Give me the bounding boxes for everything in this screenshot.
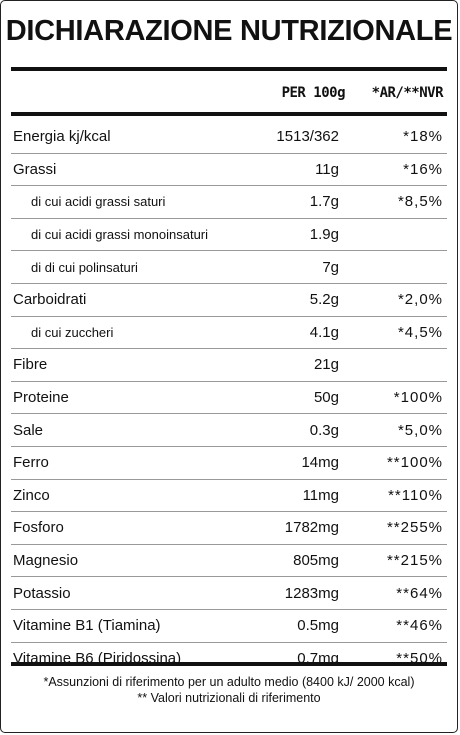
header-per-100g: PER 100g: [281, 85, 346, 101]
table-row: Vitamine B6 (Piridossina) 0.7mg **50%: [11, 643, 447, 675]
table-row: Zinco 11mg **110%: [11, 480, 447, 513]
nutrient-name: di cui zuccheri: [31, 324, 114, 340]
table-row: di cui zuccheri 4.1g *4,5%: [11, 317, 447, 350]
nutrient-reference-percent: **255%: [386, 519, 443, 537]
nutrient-reference-percent: *18%: [403, 128, 443, 146]
nutrient-reference-percent: *5,0%: [397, 421, 443, 439]
top-divider: [11, 67, 447, 71]
nutrient-value: 11mg: [302, 486, 339, 504]
table-row: di cui acidi grassi saturi 1.7g *8,5%: [11, 186, 447, 219]
nutrient-value: 7g: [322, 258, 339, 276]
nutrient-name: Vitamine B1 (Tiamina): [13, 617, 161, 635]
nutrient-value: 4.1g: [309, 323, 339, 341]
table-row: Magnesio 805mg **215%: [11, 545, 447, 578]
nutrient-value: 5.2g: [309, 291, 339, 309]
nutrient-value: 50g: [313, 389, 339, 407]
nutrient-reference-percent: *100%: [393, 389, 443, 407]
table-row: di di cui polinsaturi 7g: [11, 251, 447, 284]
nutrient-name: Fibre: [13, 356, 48, 374]
nutrient-value: 805mg: [293, 552, 339, 570]
table-row: Grassi 11g *16%: [11, 154, 447, 187]
nutrient-value: 1513/362: [276, 128, 339, 146]
nutrient-name: Ferro: [13, 454, 49, 472]
label-title: DICHIARAZIONE NUTRIZIONALE: [5, 15, 453, 47]
table-row: Carboidrati 5.2g *2,0%: [11, 284, 447, 317]
nutrient-reference-percent: *4,5%: [397, 323, 443, 341]
nutrient-value: 0.5mg: [297, 617, 339, 635]
footnote-ar: *Assunzioni di riferimento per un adulto…: [43, 675, 415, 689]
table-row: Ferro 14mg **100%: [11, 447, 447, 480]
nutrient-value: 11g: [315, 160, 339, 178]
nutrient-reference-percent: *8,5%: [397, 193, 443, 211]
nutrient-reference-percent: **215%: [386, 552, 443, 570]
table-row: Vitamine B1 (Tiamina) 0.5mg **46%: [11, 610, 447, 643]
table-row: Energia kj/kcal 1513/362 *18%: [11, 121, 447, 154]
nutrient-name: Sale: [13, 421, 44, 439]
table-row: Fibre 21g: [11, 349, 447, 382]
nutrient-value: 1782mg: [284, 519, 339, 537]
nutrient-value: 0.3g: [309, 421, 339, 439]
footnotes: *Assunzioni di riferimento per un adulto…: [1, 674, 457, 706]
table-row: Fosforo 1782mg **255%: [11, 512, 447, 545]
nutrient-name: Grassi: [13, 160, 57, 178]
bottom-divider: [11, 662, 447, 666]
nutrient-value: 21g: [313, 356, 339, 374]
nutrient-value: 1283mg: [284, 584, 339, 602]
table-row: di cui acidi grassi monoinsaturi 1.9g: [11, 219, 447, 252]
nutrient-name: Carboidrati: [13, 291, 87, 309]
nutrient-reference-percent: *16%: [403, 160, 443, 178]
nutrient-name: di di cui polinsaturi: [31, 259, 138, 275]
nutrient-table: Energia kj/kcal 1513/362 *18% Grassi 11g *16%…: [11, 121, 447, 674]
nutrient-value: 1.9g: [309, 226, 339, 244]
header-divider: [11, 112, 447, 116]
nutrient-name: di cui acidi grassi monoinsaturi: [31, 227, 209, 243]
nutrient-name: di cui acidi grassi saturi: [31, 194, 166, 210]
footnote-nvr: ** Valori nutrizionali di riferimento: [137, 691, 321, 705]
nutrient-name: Zinco: [13, 486, 50, 504]
nutrient-reference-percent: **64%: [396, 584, 443, 602]
table-row: Proteine 50g *100%: [11, 382, 447, 415]
nutrient-reference-percent: **110%: [388, 486, 443, 504]
nutrient-reference-percent: *2,0%: [397, 291, 443, 309]
nutrient-reference-percent: **46%: [396, 617, 443, 635]
nutrient-name: Potassio: [13, 584, 71, 602]
header-ar-nvr: *AR/**NVR: [371, 85, 444, 101]
nutrient-name: Energia kj/kcal: [13, 128, 111, 146]
nutrient-name: Proteine: [13, 389, 69, 407]
table-row: Sale 0.3g *5,0%: [11, 414, 447, 447]
nutrient-value: 14mg: [301, 454, 339, 472]
nutrient-reference-percent: **100%: [386, 454, 443, 472]
nutrient-name: Magnesio: [13, 552, 79, 570]
nutrient-value: 1.7g: [309, 193, 339, 211]
nutrient-name: Fosforo: [13, 519, 64, 537]
table-row: Potassio 1283mg **64%: [11, 577, 447, 610]
